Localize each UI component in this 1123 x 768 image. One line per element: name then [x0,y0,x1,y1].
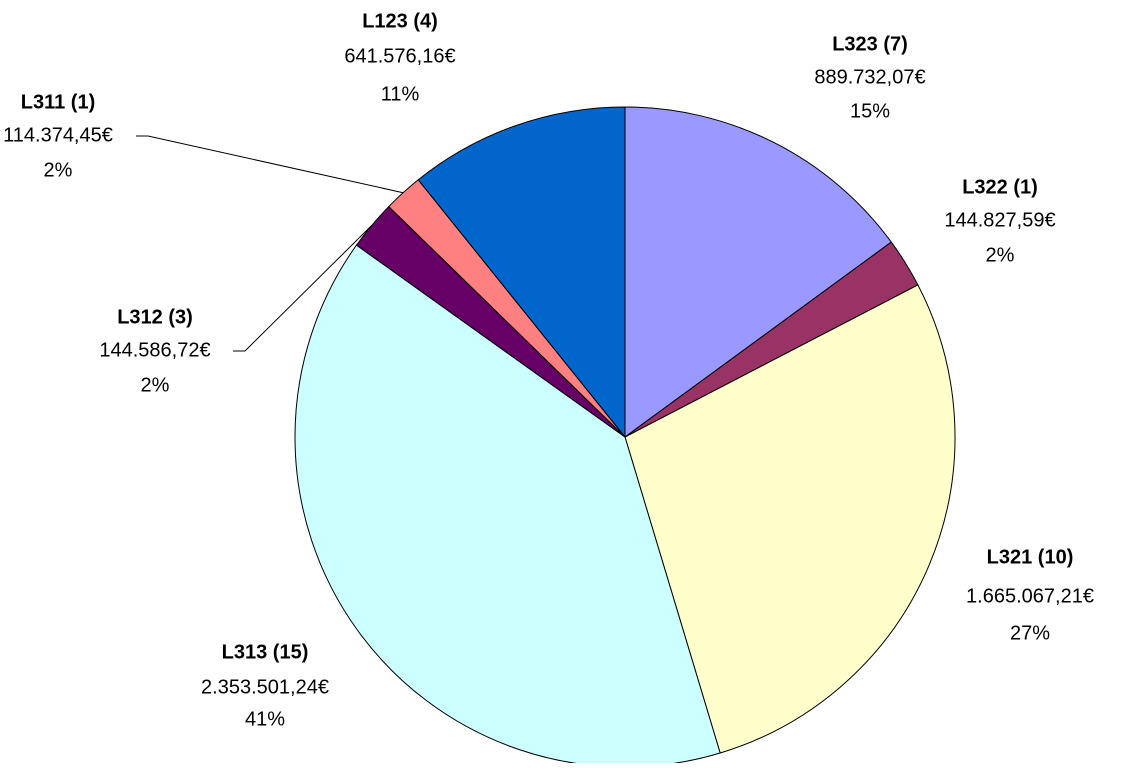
leader-line [233,224,373,352]
pie-slice [417,106,626,439]
slice-name: L323 (7) [832,33,908,55]
slice-value-label: 641.576,16€ [344,45,455,67]
slice-percent-label: 11% [381,83,420,105]
slice-percent-label: 15% [850,100,890,122]
slice-percent-label: 41% [245,708,285,730]
slice-value-label: 889.732,07€ [814,66,925,88]
slice-percent-label: 2% [141,374,170,396]
slice-value-label: 1.665.067,21€ [966,585,1094,607]
slice-name: L313 (15) [222,641,309,663]
slice-percent-label: 27% [1010,622,1050,644]
slice-value-label: 2.353.501,24€ [201,676,329,698]
slice-percent-label: 2% [44,159,73,181]
slice-name: L312 (3) [117,306,193,328]
slice-value-label: 144.827,59€ [944,209,1055,231]
pie-slice [624,106,892,438]
slice-name: L322 (1) [962,176,1038,198]
pie-slice [624,284,956,754]
slice-name: L123 (4) [362,10,438,32]
slice-percent-label: 2% [986,244,1015,266]
slice-value-label: 144.586,72€ [99,339,210,361]
leader-line [136,135,404,194]
slice-value-label: 114.374,45€ [3,124,113,146]
slice-name: L311 (1) [21,91,95,113]
slice-name: L321 (10) [987,546,1074,568]
